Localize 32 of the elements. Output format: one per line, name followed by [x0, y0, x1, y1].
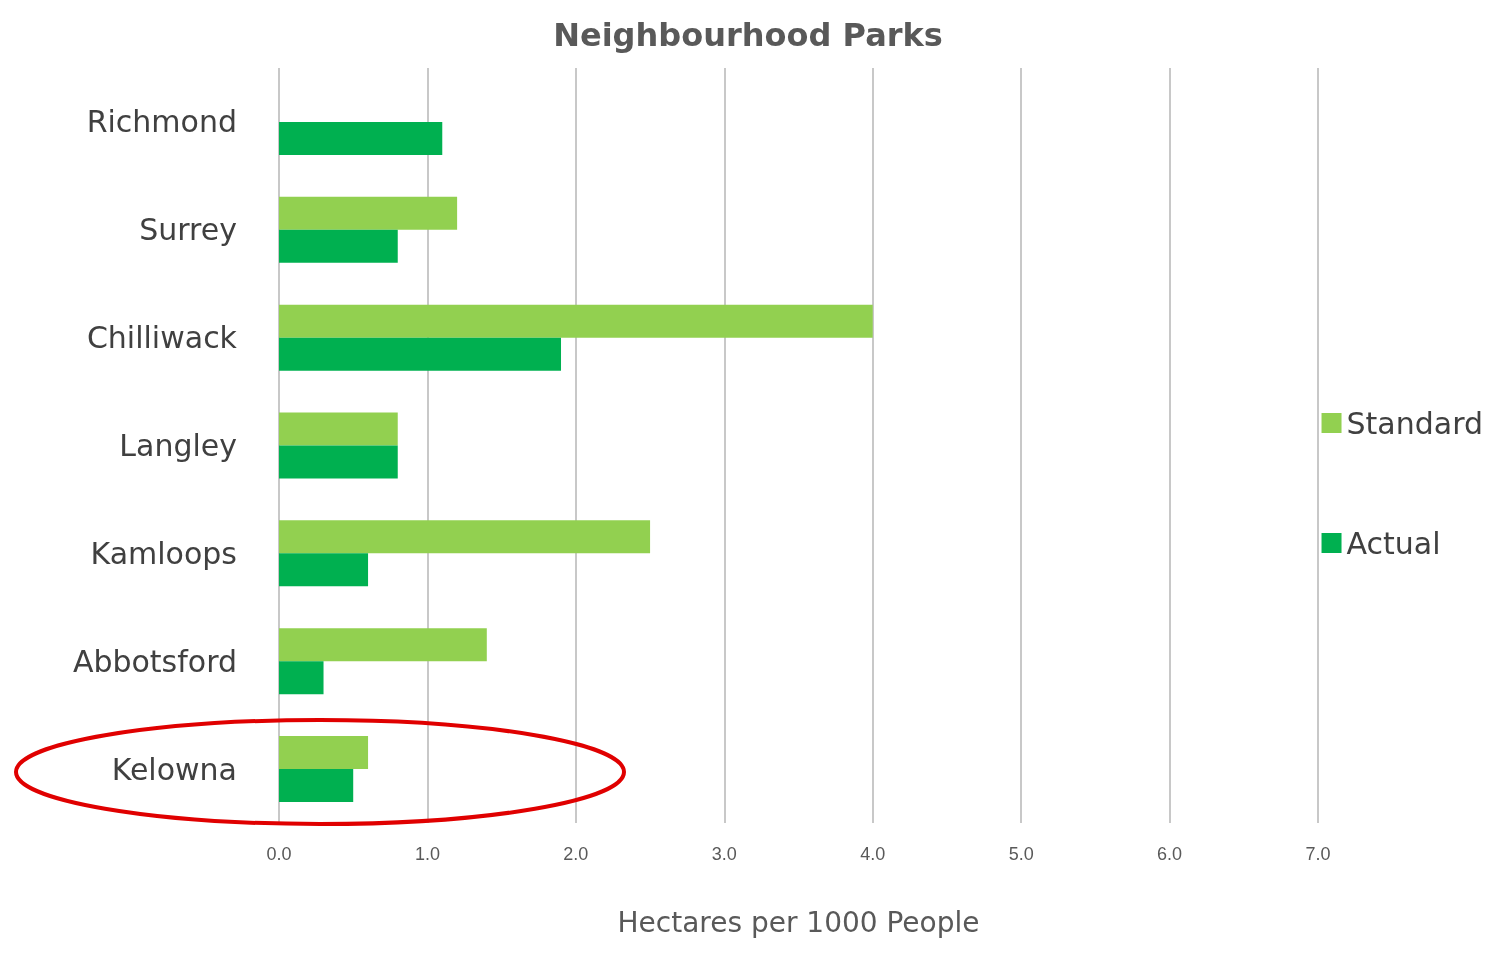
y-tick-label: Langley	[119, 428, 237, 463]
y-tick-label: Abbotsford	[72, 643, 237, 679]
x-tick-label: 7.0	[1305, 844, 1331, 864]
bar	[279, 769, 354, 803]
bar	[279, 445, 398, 479]
bar	[279, 736, 369, 770]
bar	[279, 337, 562, 371]
bar	[279, 520, 651, 554]
y-tick-label: Kamloops	[90, 535, 237, 571]
bar	[279, 229, 398, 263]
x-tick-label: 2.0	[563, 844, 589, 864]
x-tick-label: 1.0	[414, 844, 440, 864]
bar	[279, 304, 873, 338]
y-tick-label: Kelowna	[111, 751, 237, 787]
bar	[279, 628, 487, 662]
x-tick-label: 5.0	[1008, 844, 1034, 864]
legend-label: Actual	[1346, 525, 1441, 561]
x-axis-title: Hectares per 1000 People	[617, 905, 980, 939]
bar	[279, 121, 443, 155]
x-tick-label: 6.0	[1157, 844, 1183, 864]
y-tick-label: Chilliwack	[86, 320, 238, 356]
x-tick-label: 3.0	[711, 844, 737, 864]
y-tick-label: Surrey	[139, 212, 237, 248]
bar	[279, 196, 458, 230]
y-tick-label: Richmond	[86, 104, 237, 140]
bar	[279, 661, 324, 695]
bar	[279, 412, 398, 446]
bar	[279, 553, 369, 587]
chart-title: Neighbourhood Parks	[553, 16, 943, 54]
x-tick-label: 4.0	[860, 844, 886, 864]
legend-label: Standard	[1346, 405, 1483, 441]
x-tick-label: 0.0	[266, 844, 292, 864]
